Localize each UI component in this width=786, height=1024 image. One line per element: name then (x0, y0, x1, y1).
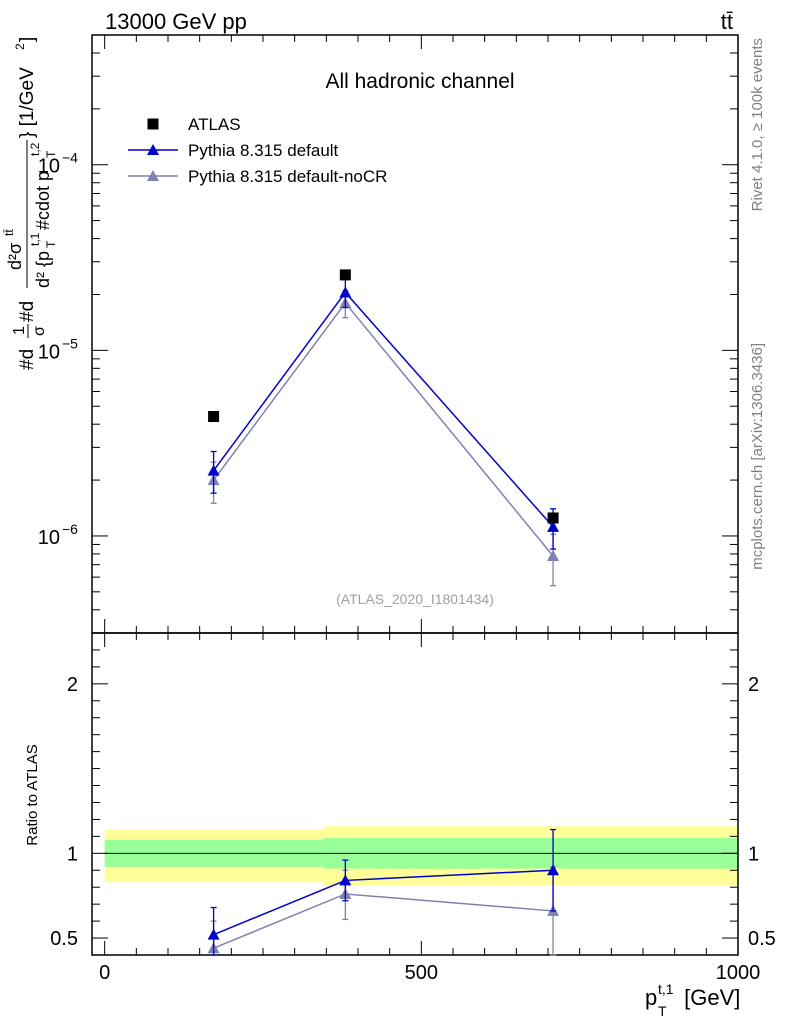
ratio-y-tick-label-left: 2 (67, 674, 78, 696)
legend-marker (147, 170, 159, 181)
ratio-panel-marks (207, 828, 560, 956)
ratio-y-tick-label-right: 0.5 (748, 928, 776, 950)
xlabel-unit: [GeV] (678, 985, 740, 1010)
ylabel-mid: #d (17, 301, 38, 322)
x-tick-label: 1000 (716, 962, 761, 984)
xlabel-sub: T (658, 1003, 667, 1019)
pythia-8-315-default-nocr-point (547, 549, 560, 561)
pythia-8-315-default-nocr-line (212, 301, 554, 557)
analysis-id-label: (ATLAS_2020_I1801434) (336, 591, 494, 607)
ratio-panel-frame (91, 632, 739, 956)
ratio-pythia-8-315-default-point (339, 874, 352, 886)
legend: ATLAS Pythia 8.315 default Pythia 8.315 de… (128, 115, 387, 186)
main-y-tick-exponent: −6 (62, 521, 78, 537)
main-y-tick-label: 10 (38, 156, 60, 178)
ylabel-tail-sup: 2 (13, 43, 27, 50)
ratio-y-axis-label: Ratio to ATLAS (24, 744, 41, 845)
main-y-axis-label: #d 1 σ #d d²σ tt̄ d² {p T t,1 #cdot p T … (2, 37, 58, 370)
main-panel-marks (207, 269, 560, 587)
ratio-pythia-8-315-default-point (207, 928, 220, 940)
ylabel-den: d² {p (33, 251, 53, 288)
main-y-tick-exponent: −4 (62, 150, 78, 166)
xlabel-sup: t,1 (658, 981, 674, 997)
pythia-8-315-default-point (207, 464, 220, 476)
pythia-8-315-default-line (212, 291, 554, 528)
ratio-y-tick-label-right: 1 (748, 843, 759, 865)
ratio-y-tick-label-left: 0.5 (50, 928, 78, 950)
ylabel-frac-den: σ (31, 326, 48, 336)
main-y-tick-label: 10 (38, 527, 60, 549)
process-label: 13000 GeV pp (105, 9, 247, 34)
legend-label: Pythia 8.315 default (188, 141, 339, 160)
particle-label: tt̄ (721, 9, 733, 34)
legend-label: ATLAS (188, 115, 241, 134)
atlas-point (547, 512, 559, 524)
legend-marker (147, 118, 159, 130)
ylabel-den-sub2: T (44, 150, 58, 158)
atlas-point (339, 269, 351, 281)
ylabel-tail-end: ] (17, 37, 38, 42)
ylabel-num-sup: tt̄ (2, 229, 16, 236)
main-y-tick-exponent: −5 (62, 335, 78, 351)
legend-label: Pythia 8.315 default-noCR (188, 167, 387, 186)
ratio-y-tick-label-left: 1 (67, 843, 78, 865)
ylabel-den-sub1: T (44, 240, 58, 248)
chart-title: All hadronic channel (325, 70, 514, 93)
mcplots-label: mcplots.cern.ch [arXiv:1306.3436] (749, 343, 766, 570)
ylabel-den-mid: #cdot p (33, 171, 53, 230)
x-tick-label: 500 (405, 962, 438, 984)
ylabel-den-sup1: t,1 (28, 232, 42, 246)
rivet-label: Rivet 4.1.0, ≥ 100k events (749, 38, 766, 211)
x-axis-label: p T t,1 [GeV] (645, 981, 740, 1019)
legend-marker (147, 144, 159, 155)
svg-text:#d: #d (17, 349, 38, 370)
ylabel-num: d²σ (5, 243, 25, 270)
ylabel-den-sup2: t,2 (28, 142, 42, 156)
pythia-8-315-default-point (547, 520, 560, 532)
ratio-pythia-8-315-default-nocr-line (213, 893, 554, 949)
ratio-uncertainty-bands (104, 826, 738, 886)
pythia-8-315-default-point (339, 286, 352, 298)
atlas-point (208, 411, 220, 423)
xlabel-base: p (645, 985, 657, 1010)
ratio-y-tick-label-right: 2 (748, 674, 759, 696)
ylabel-frac-num: 1 (11, 326, 28, 335)
ratio-pythia-8-315-default-point (547, 864, 560, 876)
plot-frames (91, 34, 739, 956)
x-tick-label: 0 (99, 962, 110, 984)
main-y-tick-label: 10 (38, 341, 60, 363)
ylabel-front: #d (17, 349, 38, 370)
ylabel-tail: } [1/GeV (17, 67, 38, 138)
